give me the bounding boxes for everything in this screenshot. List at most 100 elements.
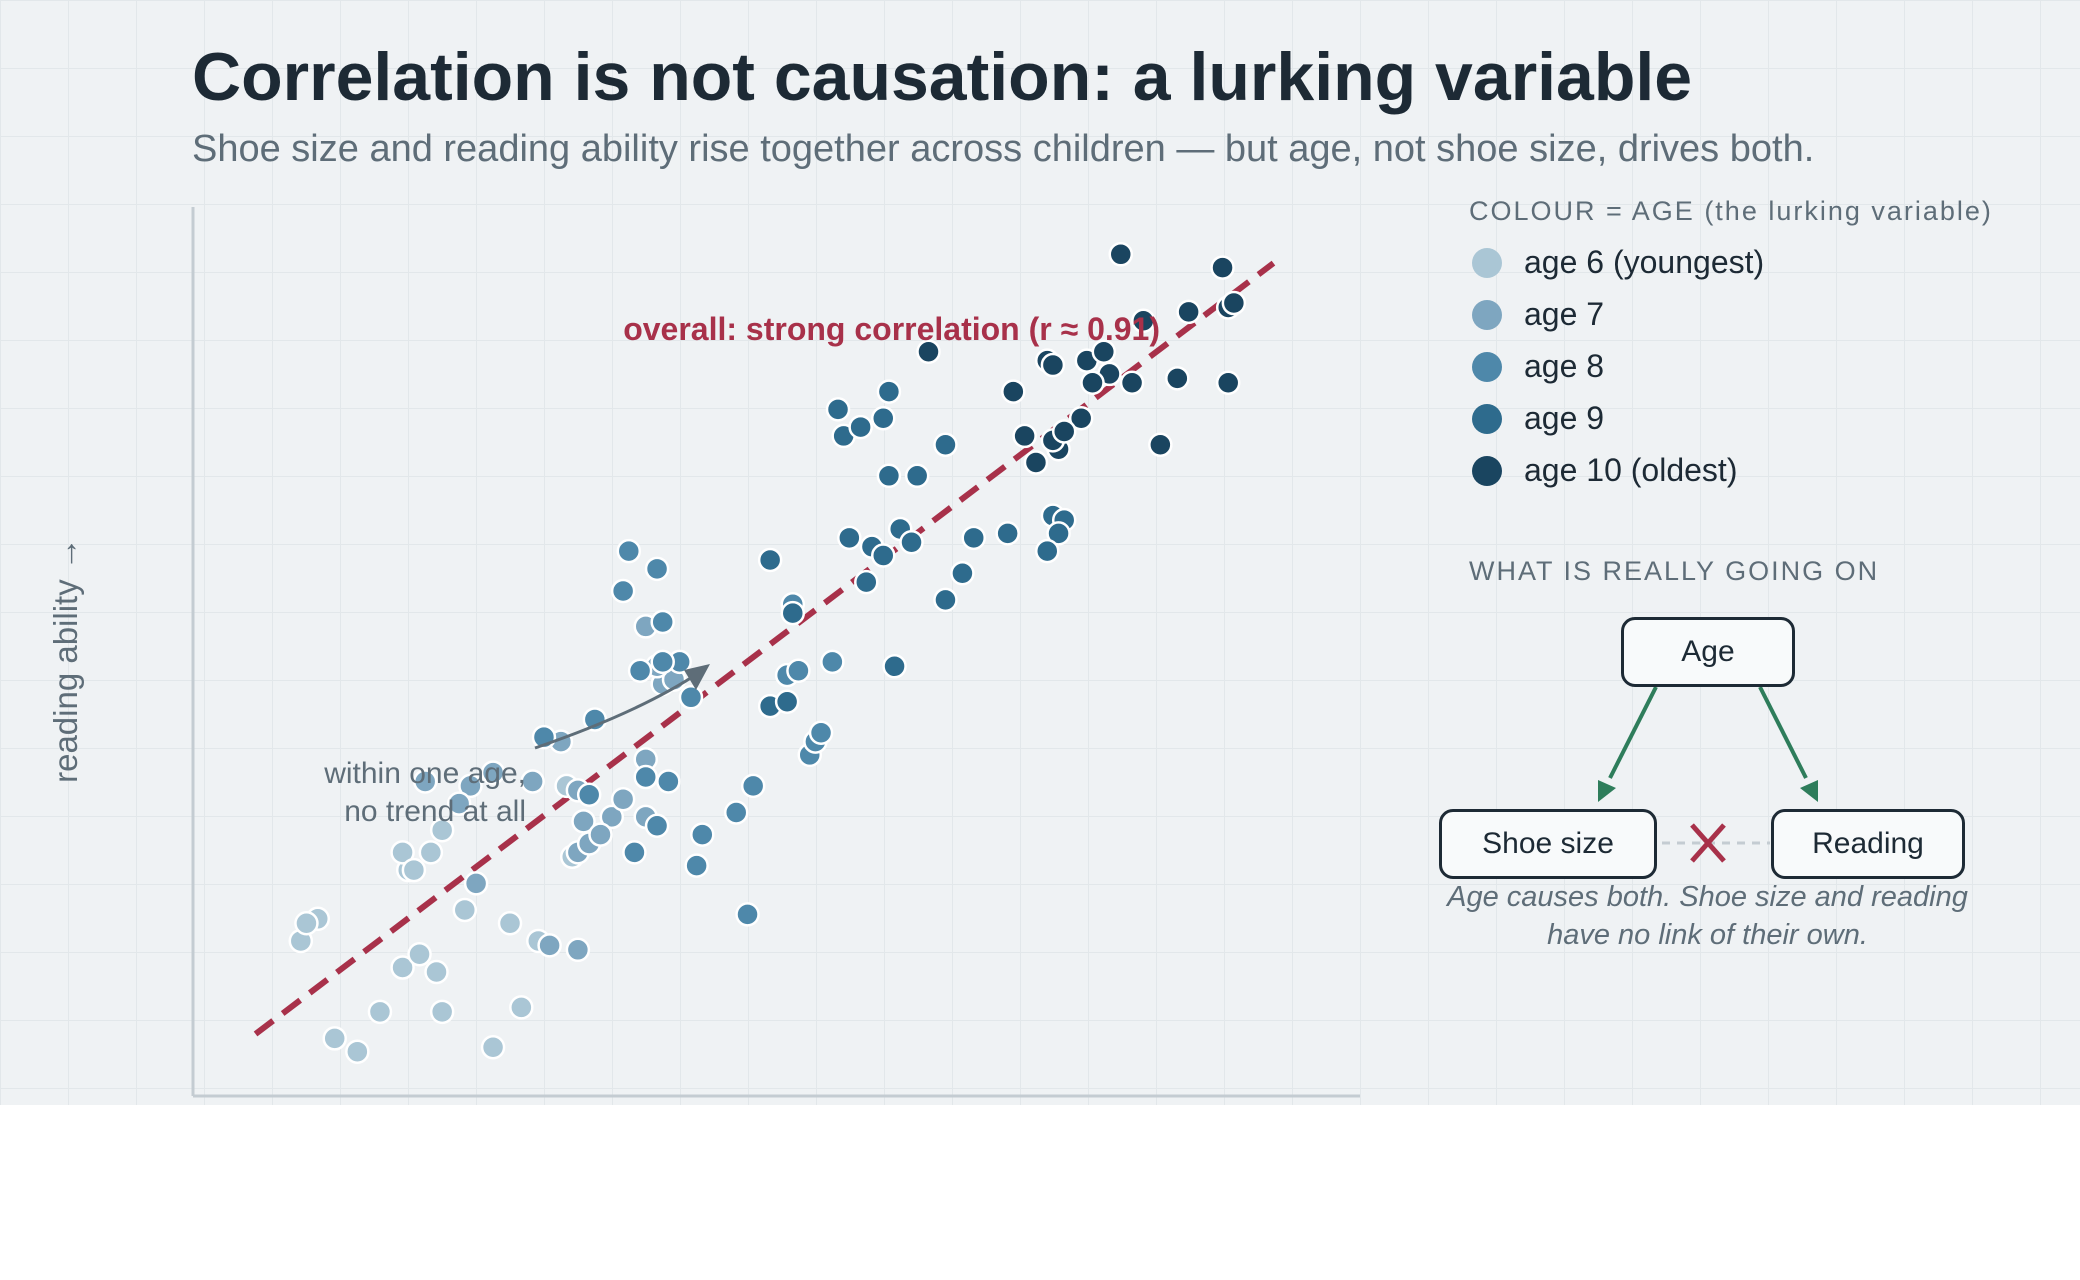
data-point-series-3-22 xyxy=(882,654,907,679)
data-point-series-3-24 xyxy=(780,600,806,626)
data-point-series-1-14 xyxy=(610,786,636,812)
data-point-series-2-25 xyxy=(650,649,675,675)
data-point-series-4-10 xyxy=(1165,366,1190,391)
legend-swatch-age-9 xyxy=(1472,404,1502,434)
data-point-series-3-19 xyxy=(1046,521,1071,546)
legend-swatch-age-6 xyxy=(1472,248,1502,278)
data-point-series-2-16 xyxy=(786,658,811,683)
diagram-heading: WHAT IS REALLY GOING ON xyxy=(1469,556,1880,586)
data-point-series-0-8 xyxy=(424,959,449,985)
data-point-series-3-26 xyxy=(774,689,800,714)
data-point-series-4-18 xyxy=(1068,405,1094,431)
data-point-series-0-3 xyxy=(322,1026,347,1051)
trend-line xyxy=(253,260,1276,1037)
within-age-arrow-line xyxy=(534,670,701,750)
data-point-series-3-12 xyxy=(854,569,879,595)
chart-subtitle: Shoe size and reading ability rise toget… xyxy=(192,128,1815,170)
data-point-series-2-12 xyxy=(684,853,709,878)
data-point-series-2-5 xyxy=(678,685,704,710)
data-point-series-2-0 xyxy=(610,578,636,604)
data-point-series-1-21 xyxy=(463,871,489,896)
node-shoe-size: Shoe size xyxy=(1439,809,1657,879)
no-link-cross-icon xyxy=(1690,823,1726,863)
legend-label-age-8: age 8 xyxy=(1524,348,1605,384)
age-to-shoe-arrow xyxy=(1608,686,1658,779)
data-point-series-4-21 xyxy=(1012,423,1037,449)
data-point-series-2-7 xyxy=(627,658,653,683)
data-point-series-3-0 xyxy=(825,397,851,422)
data-point-series-0-6 xyxy=(390,955,415,980)
data-point-series-4-15 xyxy=(1215,370,1241,396)
data-point-series-4-7 xyxy=(1080,370,1105,396)
data-point-series-3-9 xyxy=(871,543,896,568)
data-point-series-1-4 xyxy=(537,933,562,958)
data-point-series-0-17 xyxy=(509,995,534,1020)
data-point-series-4-3 xyxy=(1040,352,1066,378)
legend-swatch-age-10 xyxy=(1472,456,1502,486)
data-point-series-3-11 xyxy=(899,530,924,555)
within-age-arrow xyxy=(534,664,710,750)
data-point-series-4-1 xyxy=(1001,379,1026,404)
data-point-series-2-26 xyxy=(690,822,715,847)
data-point-series-0-21 xyxy=(429,817,455,843)
data-point-series-0-11 xyxy=(418,840,444,865)
chart-title: Correlation is not causation: a lurking … xyxy=(192,39,1693,115)
data-point-series-3-16 xyxy=(950,561,975,586)
data-point-series-0-4 xyxy=(345,1039,370,1064)
data-point-series-3-23 xyxy=(757,547,783,573)
data-point-series-0-7 xyxy=(407,941,432,967)
data-point-series-2-2 xyxy=(644,556,670,582)
age-to-shoe-arrowhead xyxy=(1598,780,1616,802)
data-point-series-3-6 xyxy=(904,463,930,489)
data-point-series-3-20 xyxy=(1035,538,1060,564)
data-point-series-1-3 xyxy=(520,769,545,794)
data-point-series-4-23 xyxy=(1051,419,1077,444)
data-point-series-4-12 xyxy=(1210,255,1235,280)
data-point-series-0-15 xyxy=(480,1035,506,1060)
chart-canvas: Correlation is not causation: a lurking … xyxy=(0,0,2080,1105)
data-point-series-0-16 xyxy=(497,910,523,936)
data-point-series-3-2 xyxy=(848,414,873,440)
data-point-series-0-2 xyxy=(294,910,319,936)
data-point-series-0-10 xyxy=(452,897,478,923)
data-point-series-4-14 xyxy=(1221,290,1247,316)
data-point-series-1-2 xyxy=(480,760,506,785)
data-point-series-2-19 xyxy=(808,720,834,745)
data-point-series-3-15 xyxy=(995,521,1020,546)
data-point-series-3-5 xyxy=(876,463,902,489)
data-point-series-4-20 xyxy=(1023,450,1049,475)
data-point-series-2-1 xyxy=(616,538,642,564)
within-age-note-line-2: no trend at all xyxy=(344,795,526,828)
data-point-series-1-5 xyxy=(565,937,591,963)
data-point-series-4-9 xyxy=(1131,308,1156,333)
data-point-series-2-9 xyxy=(656,769,681,794)
data-point-series-3-14 xyxy=(961,525,986,551)
node-reading: Reading xyxy=(1771,809,1965,879)
within-age-note-line-1: within one age, xyxy=(324,757,526,790)
data-point-series-3-13 xyxy=(933,432,958,458)
data-point-series-4-17 xyxy=(1108,242,1134,267)
data-point-series-2-10 xyxy=(723,800,749,825)
data-point-series-4-16 xyxy=(1148,432,1173,458)
causal-diagram xyxy=(1598,686,1818,863)
age-to-reading-arrow xyxy=(1758,686,1808,779)
node-age: Age xyxy=(1621,617,1795,687)
legend-swatch-age-7 xyxy=(1472,300,1502,330)
data-point-series-2-13 xyxy=(735,902,760,927)
data-point-series-0-5 xyxy=(367,999,393,1025)
data-point-series-4-11 xyxy=(1176,299,1201,325)
legend-label-age-10: age 10 (oldest) xyxy=(1524,452,1738,488)
age-to-reading-arrowhead xyxy=(1800,780,1818,802)
data-point-series-4-8 xyxy=(1119,370,1145,396)
trend-label: overall: strong correlation (r ≈ 0.91) xyxy=(623,311,1160,347)
legend-heading: COLOUR = AGE (the lurking variable) xyxy=(1469,196,1993,226)
within-age-arrowhead xyxy=(684,664,710,690)
axes xyxy=(191,207,1360,1098)
legend-swatch-age-8 xyxy=(1472,352,1502,382)
data-point-series-3-3 xyxy=(871,405,896,431)
data-point-series-1-10 xyxy=(446,791,472,816)
data-point-series-1-1 xyxy=(458,773,483,799)
data-point-series-1-12 xyxy=(588,822,613,847)
data-points xyxy=(288,242,1247,1064)
data-point-series-3-4 xyxy=(876,379,902,404)
